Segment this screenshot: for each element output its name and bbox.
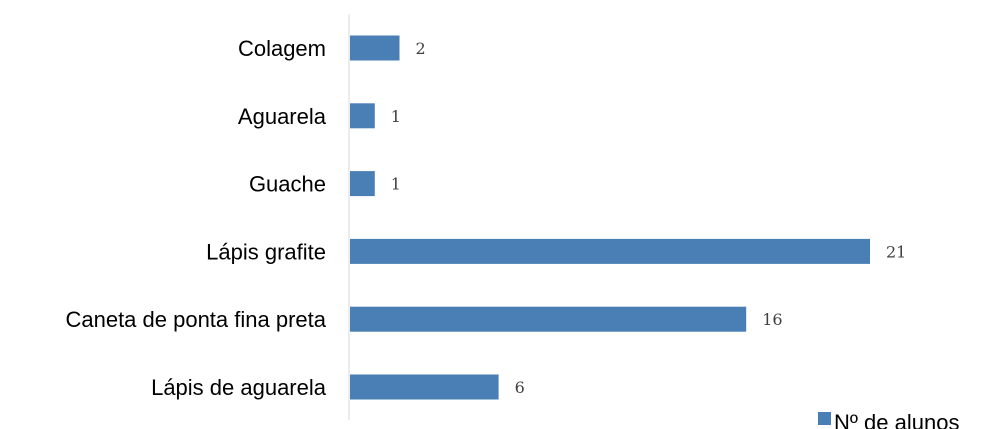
legend-label: Nº de alunos xyxy=(834,410,959,429)
category-label: Lápis de aguarela xyxy=(151,375,327,400)
value-label: 6 xyxy=(515,378,525,397)
bars-layer xyxy=(350,35,870,400)
value-label: 1 xyxy=(391,107,401,126)
category-label: Aguarela xyxy=(238,104,327,129)
category-label: Caneta de ponta fina preta xyxy=(65,307,326,332)
value-label: 1 xyxy=(391,175,401,194)
labels-layer: Colagem 2 Aguarela 1 Guache 1 Lápis grafite 21 C… xyxy=(65,36,906,400)
category-label: Colagem xyxy=(238,36,326,61)
value-label: 16 xyxy=(762,310,782,329)
bar xyxy=(350,306,747,332)
bar xyxy=(350,238,870,264)
bar xyxy=(350,374,499,400)
bar xyxy=(350,35,400,61)
bar xyxy=(350,171,375,197)
bar xyxy=(350,103,375,129)
category-label: Lápis grafite xyxy=(206,239,326,264)
value-label: 21 xyxy=(886,242,906,261)
category-label: Guache xyxy=(249,172,326,197)
value-label: 2 xyxy=(416,39,426,58)
legend: Nº de alunos xyxy=(818,410,959,429)
legend-swatch xyxy=(818,412,831,425)
